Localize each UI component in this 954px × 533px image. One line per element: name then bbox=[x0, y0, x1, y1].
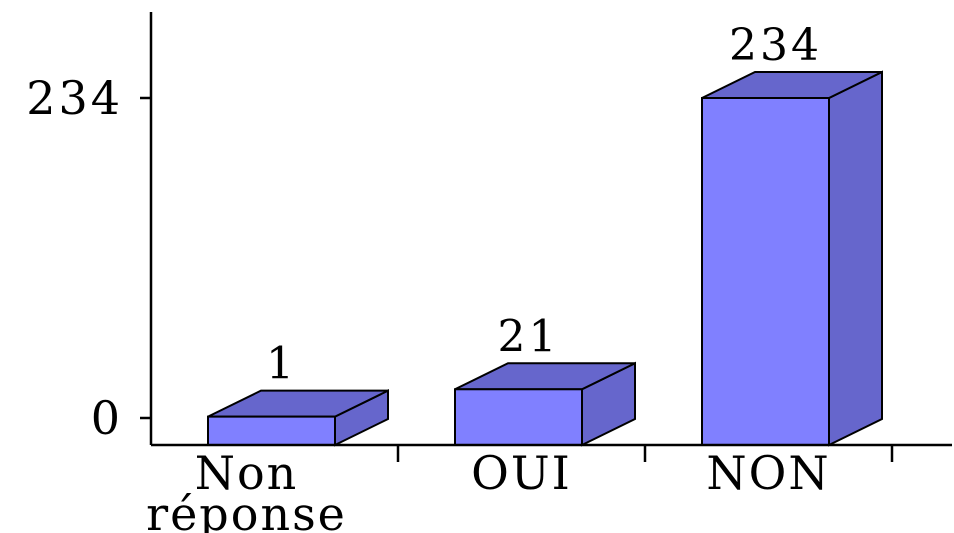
data-label: 21 bbox=[498, 311, 560, 362]
x-tick-label: OUI bbox=[471, 446, 572, 500]
x-tick-label: NON bbox=[706, 446, 830, 500]
data-label: 234 bbox=[729, 20, 822, 71]
data-label: 1 bbox=[266, 339, 297, 390]
bar-0 bbox=[207, 415, 336, 446]
bar-1 bbox=[454, 388, 583, 446]
bar-side-2 bbox=[828, 70, 883, 447]
x-tick-label: Non bbox=[195, 446, 299, 500]
y-tick-label: 234 bbox=[26, 71, 123, 125]
x-tick-label: réponse bbox=[146, 487, 347, 533]
y-tick-label: 0 bbox=[91, 391, 123, 445]
bar-2 bbox=[701, 97, 830, 446]
